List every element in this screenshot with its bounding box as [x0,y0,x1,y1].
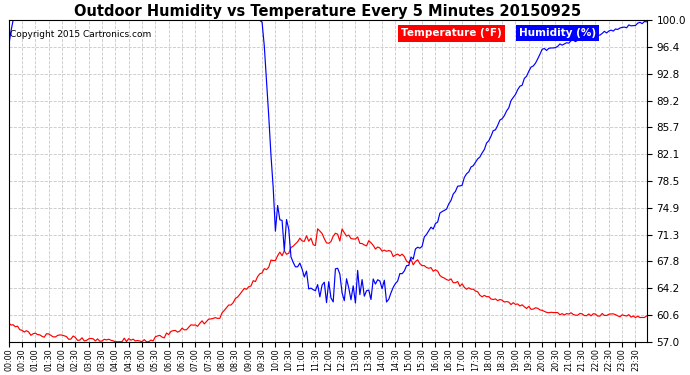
Title: Outdoor Humidity vs Temperature Every 5 Minutes 20150925: Outdoor Humidity vs Temperature Every 5 … [74,4,581,19]
Text: Temperature (°F): Temperature (°F) [401,28,502,39]
Text: Humidity (%): Humidity (%) [519,28,596,38]
Text: Copyright 2015 Cartronics.com: Copyright 2015 Cartronics.com [10,30,151,39]
